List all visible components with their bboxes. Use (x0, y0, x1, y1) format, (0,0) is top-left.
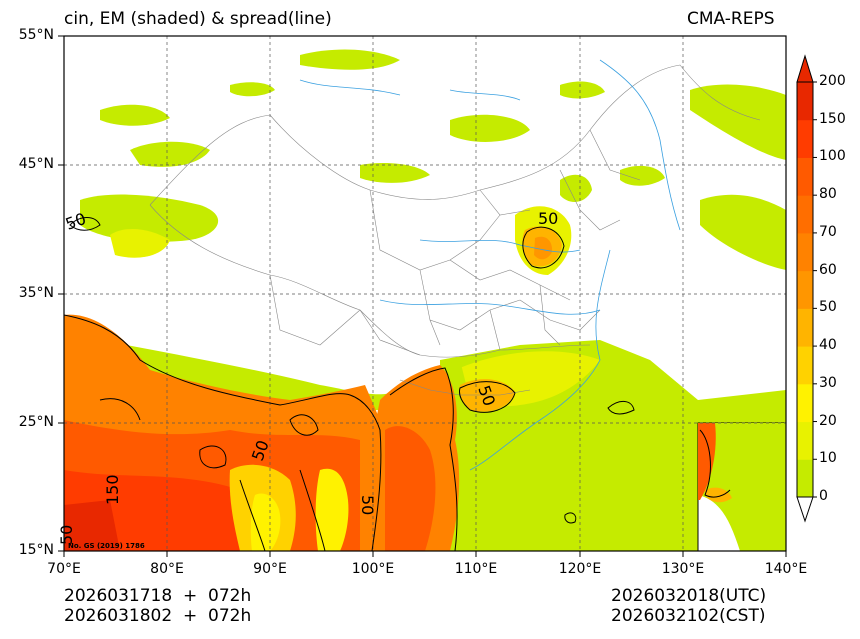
colorbar-tick-label: 60 (819, 261, 837, 278)
colorbar-segment (797, 82, 813, 121)
colorbar-segment (797, 270, 813, 309)
colorbar-min-extend (796, 496, 814, 523)
lon-label: 70°E (47, 561, 81, 577)
lon-label: 90°E (253, 561, 287, 577)
colorbar-tick-label: 30 (819, 374, 837, 391)
lat-label: 35°N (18, 285, 54, 301)
colorbar-segment (797, 157, 813, 196)
colorbar-tick-label: 100 (819, 148, 846, 165)
colorbar-segment (797, 346, 813, 385)
lon-label: 140°E (764, 561, 808, 577)
init-time-utc: 2026031718 + 072h (64, 586, 252, 606)
axis-ticks (58, 35, 787, 557)
model-name: CMA-REPS (687, 9, 775, 29)
contour-label: 50 (538, 209, 558, 228)
colorbar-segment (797, 383, 813, 423)
colorbar-tick-label: 40 (819, 337, 837, 354)
colorbar-tick-label: 80 (819, 186, 837, 203)
spread-contours (64, 217, 731, 551)
colorbar-tick-label: 70 (819, 223, 837, 240)
colorbar-segment (797, 459, 813, 498)
colorbar-frame (796, 81, 814, 498)
province-borders (149, 64, 761, 396)
gridlines (64, 36, 786, 551)
lon-label: 110°E (454, 561, 498, 577)
valid-time-utc: 2026032018(UTC) (611, 586, 767, 606)
colorbar-max-extend (796, 54, 814, 83)
colorbar-segment (797, 195, 813, 234)
contour-label: 50 (358, 495, 377, 515)
rivers (299, 59, 681, 471)
colorbar-tick-label: 20 (819, 412, 837, 429)
lon-label: 120°E (558, 561, 602, 577)
lat-label: 25°N (18, 414, 54, 430)
lon-label: 100°E (351, 561, 395, 577)
lon-label: 80°E (150, 561, 184, 577)
contour-label: 150 (103, 474, 122, 505)
valid-time-cst: 2026032102(CST) (611, 606, 766, 626)
colorbar-segment (797, 308, 813, 347)
colorbar-segment (797, 421, 813, 460)
colorbar-segment (797, 119, 813, 158)
contour-label: 50 (57, 525, 76, 545)
colorbar-tick-label: 200 (819, 73, 846, 89)
colorbar-tick-label: 0 (819, 488, 828, 504)
init-time-cst: 2026031802 + 072h (64, 606, 252, 626)
chart-title: cin, EM (shaded) & spread(line) (64, 9, 332, 29)
shaded-field (64, 49, 786, 551)
lat-label: 45°N (18, 156, 54, 172)
colorbar-segment (797, 232, 813, 272)
colorbar-tick-label: 50 (819, 299, 837, 316)
colorbar-tick-label: 10 (819, 450, 837, 467)
lon-label: 130°E (661, 561, 705, 577)
lat-label: 55°N (18, 27, 54, 43)
south-china-sea-inset (697, 422, 787, 552)
map-review-number: No. GS (2019) 1786 (68, 542, 145, 550)
colorbar-tick-label: 150 (819, 110, 846, 127)
colorbar (796, 54, 817, 523)
lat-label: 15°N (18, 542, 54, 558)
